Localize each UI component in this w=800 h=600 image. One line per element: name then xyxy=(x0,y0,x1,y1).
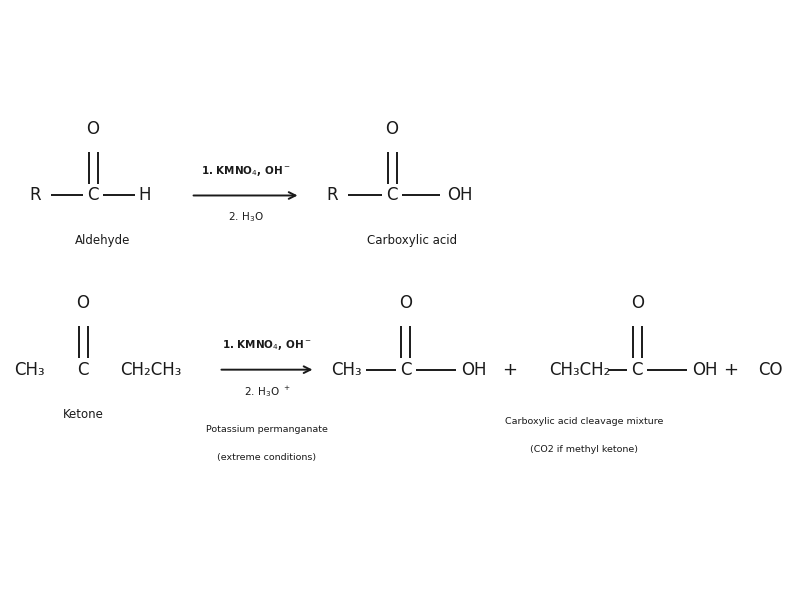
Text: O: O xyxy=(77,294,90,312)
Text: O: O xyxy=(630,294,644,312)
Text: H: H xyxy=(138,187,151,205)
Text: Carboxylic acid cleavage mixture: Carboxylic acid cleavage mixture xyxy=(505,417,663,426)
Text: Carboxylic acid: Carboxylic acid xyxy=(367,234,457,247)
Text: Aldehyde: Aldehyde xyxy=(75,234,130,247)
Text: C: C xyxy=(400,361,412,379)
Text: 2. H$_3$O $^+$: 2. H$_3$O $^+$ xyxy=(244,384,290,399)
Text: R: R xyxy=(326,187,338,205)
Text: OH: OH xyxy=(692,361,718,379)
Text: O: O xyxy=(399,294,413,312)
Text: CH₃CH₂: CH₃CH₂ xyxy=(549,361,610,379)
Text: Potassium permanganate: Potassium permanganate xyxy=(206,425,328,434)
Text: 2. H$_3$O: 2. H$_3$O xyxy=(228,211,263,224)
Text: CH₃: CH₃ xyxy=(14,361,45,379)
Text: CH₂CH₃: CH₂CH₃ xyxy=(120,361,182,379)
Text: C: C xyxy=(78,361,89,379)
Text: +: + xyxy=(502,361,517,379)
Text: R: R xyxy=(30,187,41,205)
Text: (extreme conditions): (extreme conditions) xyxy=(218,453,317,462)
Text: 1. KMNO$_4$, OH$^-$: 1. KMNO$_4$, OH$^-$ xyxy=(201,164,290,178)
Text: OH: OH xyxy=(461,361,486,379)
Text: (CO2 if methyl ketone): (CO2 if methyl ketone) xyxy=(530,445,638,454)
Text: 1. KMNO$_4$, OH$^-$: 1. KMNO$_4$, OH$^-$ xyxy=(222,338,312,352)
Text: Ketone: Ketone xyxy=(62,408,103,421)
Text: O: O xyxy=(386,120,398,138)
Text: C: C xyxy=(87,187,99,205)
Text: C: C xyxy=(631,361,643,379)
Text: CH₃: CH₃ xyxy=(331,361,362,379)
Text: O: O xyxy=(86,120,99,138)
Text: C: C xyxy=(386,187,398,205)
Text: +: + xyxy=(723,361,738,379)
Text: OH: OH xyxy=(447,187,473,205)
Text: CO: CO xyxy=(758,361,783,379)
